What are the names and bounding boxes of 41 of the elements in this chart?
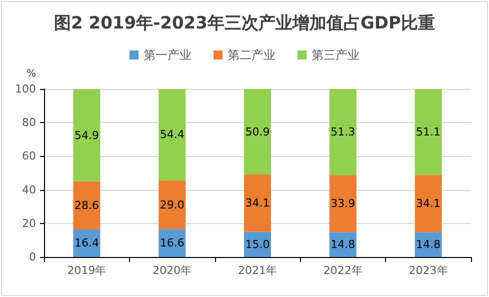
data-label: 33.9	[330, 197, 356, 210]
x-tick-label: 2021年	[238, 264, 277, 277]
y-tick-label: 60	[22, 150, 36, 163]
data-label: 14.8	[416, 238, 441, 252]
data-label: 14.8	[330, 238, 356, 252]
x-tick-label: 2020年	[152, 264, 192, 277]
data-label: 54.4	[160, 128, 184, 142]
x-tick-label: 2019年	[67, 264, 106, 277]
bar	[329, 89, 356, 176]
bar	[244, 89, 271, 175]
legend-label: 第一产业	[144, 48, 192, 62]
bar	[73, 181, 100, 230]
data-label: 34.1	[416, 196, 441, 210]
bar	[73, 89, 100, 182]
data-label: 51.1	[416, 125, 441, 138]
data-label: 15.0	[245, 238, 270, 251]
y-tick-label: 40	[22, 183, 36, 196]
data-label: 54.9	[74, 128, 99, 142]
data-label: 28.6	[74, 198, 99, 212]
data-label: 51.3	[330, 126, 356, 139]
y-tick-label: 20	[22, 216, 36, 230]
data-label: 16.6	[160, 236, 184, 250]
y-tick-label: 80	[22, 116, 36, 130]
legend-label: 第二产业	[228, 48, 276, 62]
y-axis-title: %	[26, 68, 36, 80]
y-tick-label: 100	[15, 82, 36, 96]
chart-title: 图2 2019年-2023年三次产业增加值占GDP比重	[54, 14, 435, 34]
x-tick-label: 2023年	[408, 264, 448, 277]
y-tick-label: 0	[29, 250, 36, 264]
data-label: 34.1	[245, 196, 270, 210]
data-label: 16.4	[74, 236, 99, 250]
bar	[158, 180, 186, 230]
bar	[329, 175, 356, 232]
x-tick-label: 2022年	[323, 264, 362, 277]
bar	[244, 174, 271, 232]
bar	[414, 89, 442, 175]
data-label: 50.9	[245, 125, 270, 138]
legend-label: 第三产业	[312, 48, 360, 62]
bar	[158, 89, 186, 180]
data-label: 29.0	[160, 198, 184, 212]
bar	[414, 174, 442, 232]
